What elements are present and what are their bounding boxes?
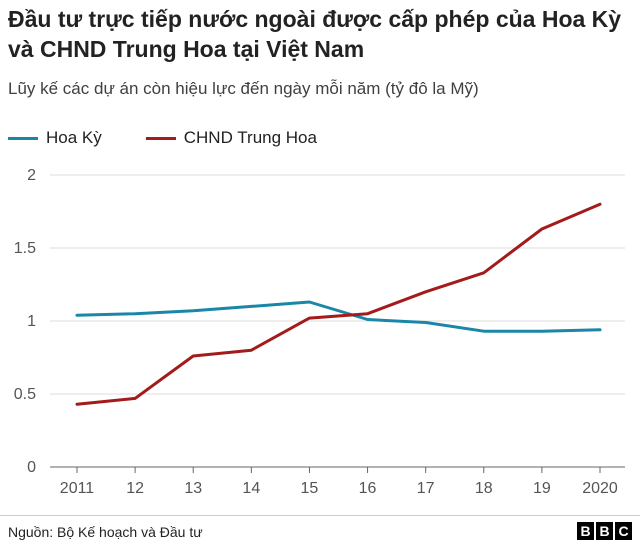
bbc-logo-letter: B bbox=[577, 522, 594, 540]
x-tick-label: 2011 bbox=[60, 480, 95, 497]
legend-swatch-us bbox=[8, 136, 38, 140]
line-chart: 0 0.5 1 1.5 2 2011 12 13 14 15 16 17 18 19 2020 bbox=[14, 167, 625, 497]
legend: Hoa Kỳ CHND Trung Hoa bbox=[8, 127, 361, 149]
source-note: Nguồn: Bộ Kế hoạch và Đầu tư bbox=[8, 524, 203, 540]
footer-divider bbox=[0, 515, 640, 516]
bbc-logo-letter: B bbox=[596, 522, 613, 540]
x-tick-label: 16 bbox=[359, 480, 377, 497]
x-tick-label: 17 bbox=[417, 480, 435, 497]
chart-title: Đầu tư trực tiếp nước ngoài được cấp phé… bbox=[8, 6, 622, 62]
x-tick-label: 15 bbox=[301, 480, 319, 497]
series-line-us bbox=[75, 300, 602, 333]
bbc-logo: B B C bbox=[577, 522, 632, 540]
legend-swatch-china bbox=[145, 136, 176, 140]
legend-label-us: Hoa Kỳ bbox=[46, 128, 102, 147]
y-tick-label: 1 bbox=[27, 313, 36, 330]
x-tick-label: 14 bbox=[242, 480, 260, 497]
x-tick-label: 12 bbox=[126, 480, 144, 497]
legend-item-us: Hoa Kỳ bbox=[8, 128, 102, 148]
legend-item-china: CHND Trung Hoa bbox=[145, 128, 317, 148]
series-line-china bbox=[75, 202, 602, 406]
x-tick-label: 13 bbox=[184, 480, 202, 497]
x-tick-label: 19 bbox=[533, 480, 551, 497]
legend-label-china: CHND Trung Hoa bbox=[183, 128, 317, 147]
chart-subtitle: Lũy kế các dự án còn hiệu lực đến ngày m… bbox=[8, 79, 479, 98]
y-tick-label: 2 bbox=[27, 167, 36, 184]
y-tick-label: 0 bbox=[27, 459, 36, 476]
x-tick-label: 18 bbox=[475, 480, 493, 497]
y-tick-label: 0.5 bbox=[14, 386, 36, 403]
y-tick-label: 1.5 bbox=[14, 240, 36, 257]
x-tick-label: 2020 bbox=[582, 480, 618, 497]
bbc-logo-letter: C bbox=[615, 522, 632, 540]
